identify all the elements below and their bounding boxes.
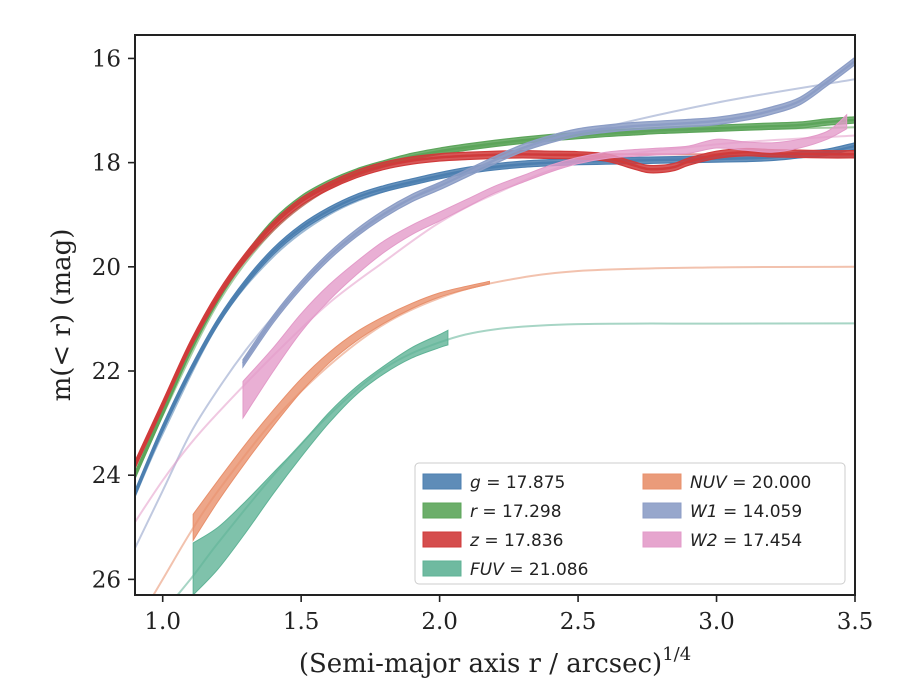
y-axis: 16 18 20 22 24 26 [92, 46, 135, 593]
x-tick-label: 2.5 [560, 609, 597, 635]
x-tick-label: 1.0 [144, 609, 181, 635]
measured-band-nuv [192, 280, 490, 543]
y-tick-label: 22 [92, 359, 121, 385]
legend-box [414, 462, 846, 585]
x-axis: 1.0 1.5 2.0 2.5 3.0 3.5 [144, 595, 873, 635]
y-tick-label: 24 [92, 463, 121, 489]
legend-label-w2: W2 = 17.454 [690, 531, 802, 551]
y-axis-label: m(< r) (mag) [47, 229, 77, 402]
legend: g = 17.875 r = 17.298 z = 17.836 FUV = 21.0… [414, 462, 846, 585]
legend-swatch-fuv [422, 560, 462, 577]
legend-swatch-w2 [642, 531, 682, 548]
measured-band-w2 [242, 113, 848, 420]
measured-band-fuv [192, 329, 449, 595]
legend-swatch-z [422, 531, 462, 548]
measured-line-w1 [242, 60, 855, 364]
legend-swatch-nuv [642, 473, 682, 490]
x-tick-label: 3.0 [698, 609, 735, 635]
measured-line-g [135, 144, 855, 494]
legend-label-nuv: NUV = 20.000 [690, 473, 811, 493]
x-tick-label: 1.5 [283, 609, 320, 635]
measured-line-z [135, 150, 855, 466]
x-tick-label: 2.0 [421, 609, 458, 635]
y-tick-label: 20 [92, 255, 121, 281]
legend-label-z: z = 17.836 [469, 531, 563, 551]
measured-band-g [135, 142, 855, 497]
legend-swatch-g [422, 473, 462, 490]
legend-label-r: r = 17.298 [470, 502, 562, 522]
legend-label-g: g = 17.875 [470, 473, 565, 493]
plot-frame [134, 34, 856, 596]
y-tick-label: 16 [92, 46, 121, 72]
legend-swatch-w1 [642, 502, 682, 519]
x-tick-label: 3.5 [837, 609, 874, 635]
measured-band-w1 [242, 56, 855, 369]
legend-swatch-r [422, 502, 462, 519]
y-tick-label: 26 [92, 567, 121, 593]
model-line-nuv [152, 265, 855, 595]
y-tick-label: 18 [92, 151, 121, 177]
x-axis-label: (Semi-major axis r / arcsec)1/4 [299, 644, 691, 679]
measured-band-z [135, 147, 855, 469]
legend-label-fuv: FUV = 21.086 [470, 560, 588, 580]
legend-label-w1: W1 = 14.059 [690, 502, 802, 522]
series-layer [135, 56, 855, 595]
